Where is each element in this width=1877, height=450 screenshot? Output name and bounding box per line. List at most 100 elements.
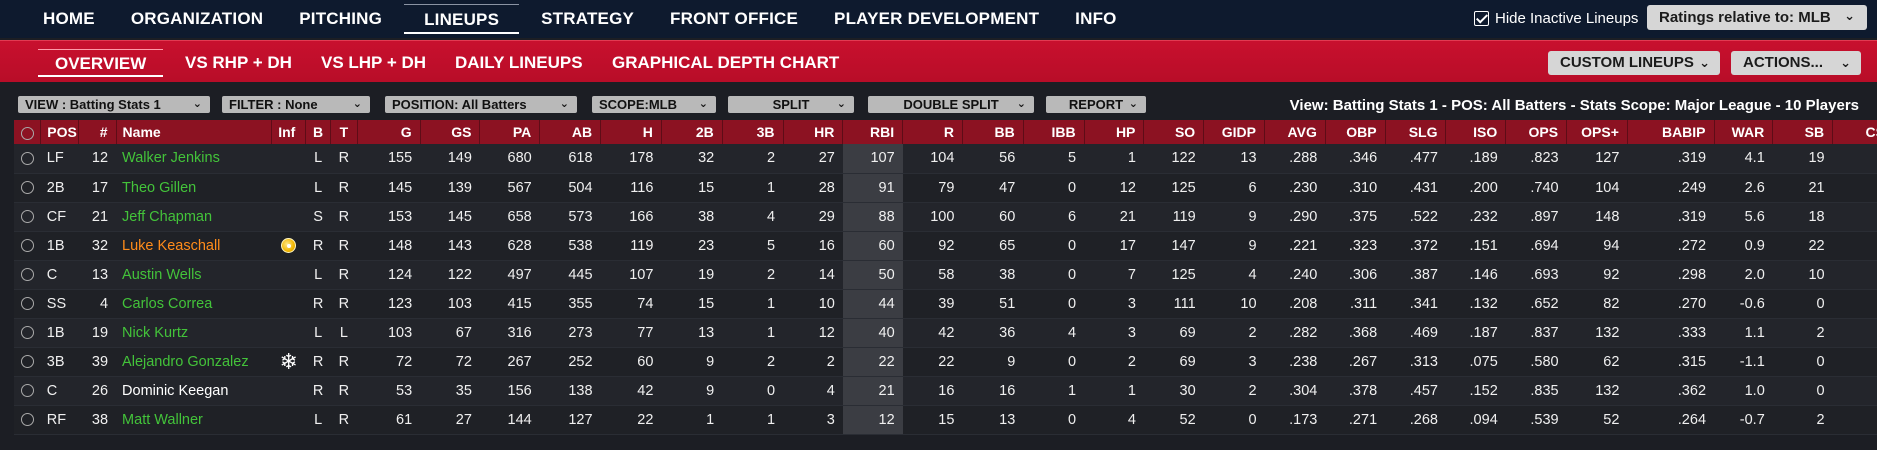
column-header-t[interactable]: T xyxy=(330,120,358,144)
column-header-sb[interactable]: SB xyxy=(1772,120,1834,144)
player-name-link[interactable]: Luke Keaschall xyxy=(122,237,221,254)
column-header-[interactable]: # xyxy=(78,120,117,144)
cell-ops: .693 xyxy=(1505,260,1567,290)
tab-vs-lhp-dh[interactable]: VS LHP + DH xyxy=(321,53,427,72)
player-name-link[interactable]: Walker Jenkins xyxy=(122,150,220,167)
player-name-link[interactable]: Dominic Keegan xyxy=(122,382,229,399)
column-header-obp[interactable]: OBP xyxy=(1325,120,1386,144)
ratings-relative-dropdown[interactable]: Ratings relative to: MLB ⌄ xyxy=(1647,5,1867,30)
nav-item-home[interactable]: HOME xyxy=(43,9,95,28)
nav-item-lineups[interactable]: LINEUPS xyxy=(404,4,520,34)
row-select-radio[interactable] xyxy=(14,144,41,174)
column-header-babip[interactable]: BABIP xyxy=(1627,120,1715,144)
tab-graphical-depth-chart[interactable]: GRAPHICAL DEPTH CHART xyxy=(612,53,840,72)
column-header-hr[interactable]: HR xyxy=(783,120,844,144)
table-row[interactable]: SS 4 Carlos Correa R R 123 103 415 355 74 15 1 10 44 3… xyxy=(14,289,1877,319)
column-header-g[interactable]: G xyxy=(357,120,421,144)
nav-item-pitching[interactable]: PITCHING xyxy=(299,9,383,28)
scope-dropdown[interactable]: SCOPE:MLB ⌄ xyxy=(592,96,716,113)
row-select-radio[interactable] xyxy=(14,318,41,348)
player-name-link[interactable]: Austin Wells xyxy=(122,266,202,283)
cell-number: 13 xyxy=(78,260,117,290)
column-header-pa[interactable]: PA xyxy=(479,120,541,144)
column-header-2b[interactable]: 2B xyxy=(661,120,723,144)
column-header-gidp[interactable]: GIDP xyxy=(1203,120,1266,144)
snowflake-icon[interactable]: ❄ xyxy=(279,348,298,374)
column-header-hp[interactable]: HP xyxy=(1084,120,1145,144)
custom-lineups-button[interactable]: CUSTOM LINEUPS ⌄ xyxy=(1548,51,1720,75)
hide-inactive-checkbox[interactable] xyxy=(1474,10,1489,26)
row-select-radio[interactable] xyxy=(14,231,41,261)
position-dropdown[interactable]: POSITION: All Batters ⌄ xyxy=(385,96,577,113)
nav-item-player-development[interactable]: PLAYER DEVELOPMENT xyxy=(834,9,1040,28)
row-select-radio[interactable] xyxy=(14,260,41,290)
nav-item-front-office[interactable]: FRONT OFFICE xyxy=(670,9,799,28)
column-header-3b[interactable]: 3B xyxy=(722,120,784,144)
gold-medal-icon[interactable] xyxy=(281,238,297,254)
row-select-radio[interactable] xyxy=(14,405,41,435)
column-header-h[interactable]: H xyxy=(600,120,662,144)
cell-so: 111 xyxy=(1143,289,1204,319)
column-header-ops[interactable]: OPS+ xyxy=(1566,120,1628,144)
nav-item-strategy[interactable]: STRATEGY xyxy=(541,9,635,28)
split-dropdown[interactable]: SPLIT ⌄ xyxy=(728,96,854,113)
player-name-link[interactable]: Carlos Correa xyxy=(122,295,213,312)
column-header-cs[interactable]: CS xyxy=(1832,120,1877,144)
column-header-war[interactable]: WAR xyxy=(1714,120,1774,144)
view-dropdown[interactable]: VIEW : Batting Stats 1 ⌄ xyxy=(18,96,210,113)
filter-dropdown[interactable]: FILTER : None ⌄ xyxy=(222,96,370,113)
column-header-slg[interactable]: SLG xyxy=(1385,120,1447,144)
column-header-avg[interactable]: AVG xyxy=(1264,120,1326,144)
tab-vs-rhp-dh[interactable]: VS RHP + DH xyxy=(185,53,292,72)
column-header-bb[interactable]: BB xyxy=(962,120,1024,144)
column-header-ops[interactable]: OPS xyxy=(1505,120,1568,144)
column-header-ibb[interactable]: IBB xyxy=(1023,120,1085,144)
cell-war: -0.6 xyxy=(1714,289,1773,319)
tab-daily-lineups[interactable]: DAILY LINEUPS xyxy=(455,53,583,72)
cell-hr: 12 xyxy=(783,318,843,348)
table-row[interactable]: LF 12 Walker Jenkins L R 155 149 680 618 178 32 2 27… xyxy=(14,144,1877,174)
row-select-radio[interactable] xyxy=(14,289,41,319)
table-row[interactable]: C 26 Dominic Keegan R R 53 35 156 138 42 9 0 4 21 16 16… xyxy=(14,376,1877,406)
actions-button[interactable]: ACTIONS... ⌄ xyxy=(1731,51,1861,75)
cell-ibb: 0 xyxy=(1023,405,1085,435)
nav-item-info[interactable]: INFO xyxy=(1075,9,1117,28)
column-header-gs[interactable]: GS xyxy=(420,120,481,144)
sub-nav: OVERVIEW VS RHP + DH VS LHP + DH DAILY L… xyxy=(0,40,1877,82)
table-row[interactable]: CF 21 Jeff Chapman S R 153 145 658 573 166 38 4 29 88… xyxy=(14,202,1877,232)
table-row[interactable]: 2B 17 Theo Gillen L R 145 139 567 504 116 15 1 28 91 7… xyxy=(14,173,1877,203)
column-header-rbi[interactable]: RBI xyxy=(842,120,904,144)
cell-avg: .240 xyxy=(1264,260,1326,290)
double-split-dropdown[interactable]: DOUBLE SPLIT ⌄ xyxy=(868,96,1034,113)
report-dropdown[interactable]: REPORT ⌄ xyxy=(1046,96,1146,113)
column-header-name[interactable]: Name xyxy=(116,120,273,144)
row-select-radio[interactable] xyxy=(14,376,41,406)
row-select-radio[interactable] xyxy=(14,173,41,203)
table-row[interactable]: 1B 19 Nick Kurtz L L 103 67 316 273 77 13 1 12 40 42 36… xyxy=(14,318,1877,348)
row-select-radio[interactable] xyxy=(14,347,41,377)
radio-icon xyxy=(20,126,34,140)
column-header-pos[interactable]: POS xyxy=(40,120,80,144)
column-header-r[interactable]: R xyxy=(902,120,963,144)
player-name-link[interactable]: Jeff Chapman xyxy=(122,208,213,225)
column-header-inf[interactable]: Inf xyxy=(271,120,307,144)
row-select-radio[interactable] xyxy=(14,202,41,232)
table-row[interactable]: C 13 Austin Wells L R 124 122 497 445 107 19 2 14 50 5… xyxy=(14,260,1877,290)
player-name-link[interactable]: Nick Kurtz xyxy=(122,324,189,341)
hide-inactive-toggle[interactable]: Hide Inactive Lineups xyxy=(1474,7,1638,29)
select-all-radio[interactable] xyxy=(14,120,42,144)
table-row[interactable]: 3B 39 Alejandro Gonzalez ❄ R R 72 72 267 252 60 9 2 2… xyxy=(14,347,1877,377)
cell-throws: R xyxy=(330,173,358,203)
column-header-iso[interactable]: ISO xyxy=(1445,120,1507,144)
tab-overview[interactable]: OVERVIEW xyxy=(38,49,164,77)
column-header-b[interactable]: B xyxy=(305,120,331,144)
column-header-ab[interactable]: AB xyxy=(539,120,602,144)
player-name-link[interactable]: Alejandro Gonzalez xyxy=(122,353,249,370)
nav-item-organization[interactable]: ORGANIZATION xyxy=(130,9,264,28)
column-header-so[interactable]: SO xyxy=(1143,120,1205,144)
player-name-link[interactable]: Theo Gillen xyxy=(122,179,197,196)
table-row[interactable]: RF 38 Matt Wallner L R 61 27 144 127 22 1 1 3 12 15 13 0… xyxy=(14,405,1877,435)
player-name-link[interactable]: Matt Wallner xyxy=(122,411,203,428)
cell-bb: 51 xyxy=(962,289,1024,319)
table-row[interactable]: 1B 32 Luke Keaschall R R 148 143 628 538 119 23 5 16… xyxy=(14,231,1877,261)
